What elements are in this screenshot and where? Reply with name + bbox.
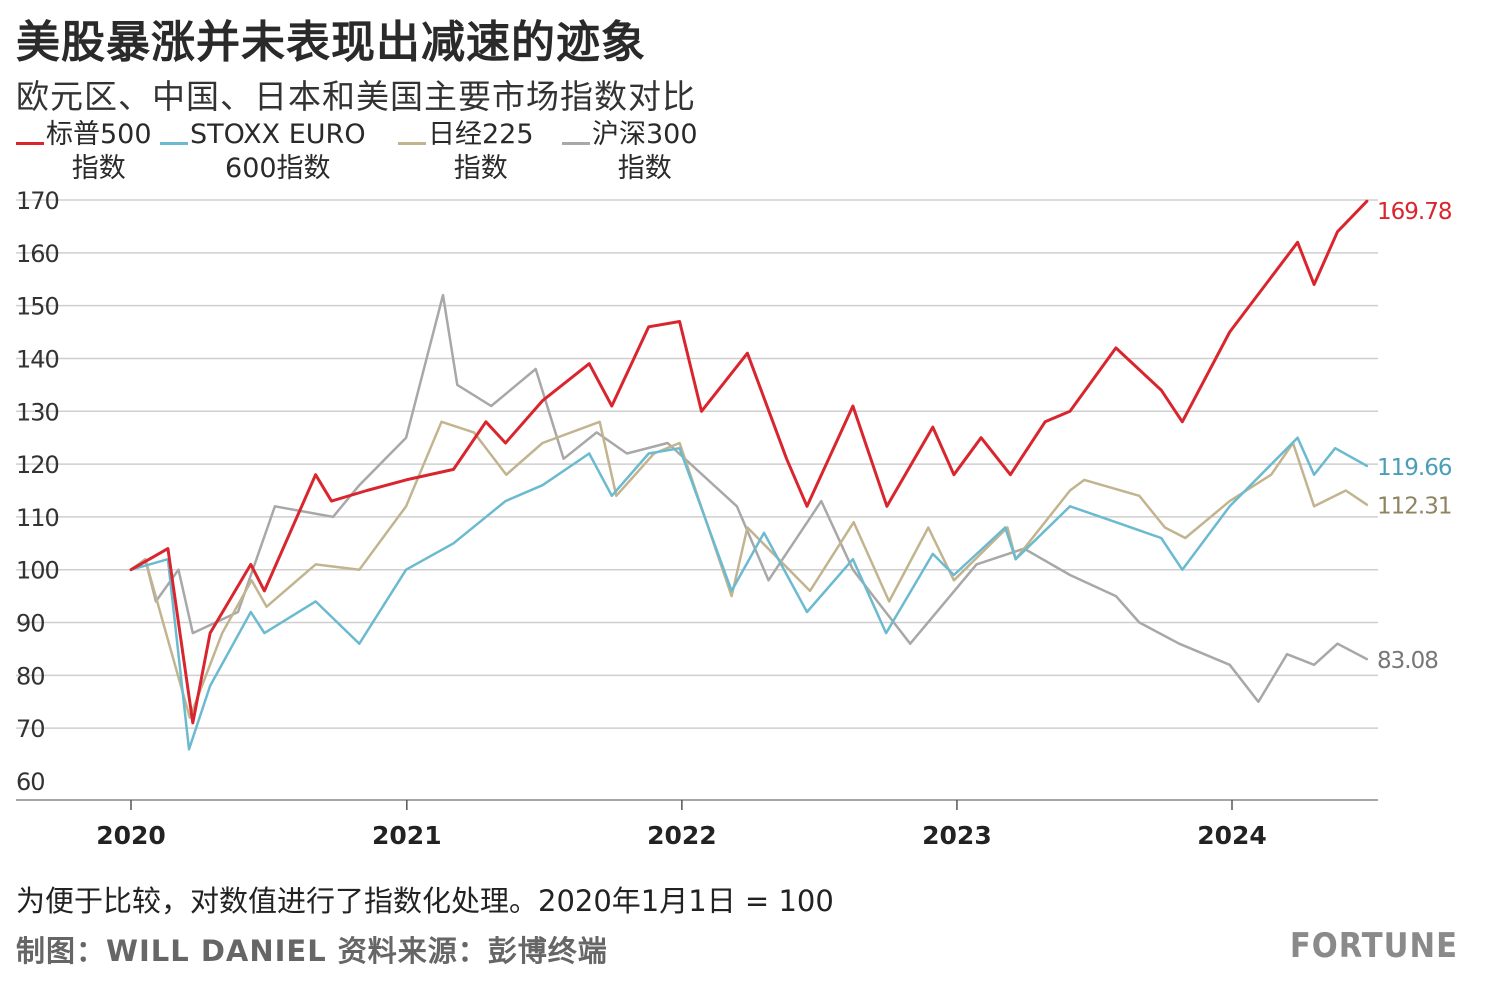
legend-swatch — [16, 142, 44, 145]
x-tick-label: 2022 — [647, 821, 717, 850]
series-end-label: 119.66 — [1377, 455, 1452, 481]
fortune-logo: FORTUNE — [1289, 926, 1458, 966]
series-line — [129, 199, 1369, 725]
legend-swatch — [562, 142, 590, 145]
y-tick-label: 170 — [16, 187, 59, 215]
legend-label: STOXX EURO — [190, 119, 366, 150]
chart-subtitle: 欧元区、中国、日本和美国主要市场指数对比 — [16, 77, 696, 116]
legend-item-csi300: 沪深300 指数 — [562, 118, 698, 186]
y-tick-label: 130 — [16, 398, 59, 426]
series-end-label: 112.31 — [1377, 494, 1451, 520]
series-line — [129, 420, 1369, 719]
y-tick-label: 160 — [16, 240, 59, 268]
y-tick-label: 150 — [16, 293, 59, 321]
x-tick-label: 2020 — [96, 821, 166, 850]
y-tick-label: 100 — [16, 557, 59, 585]
series-line — [129, 436, 1369, 751]
series-end-label: 169.78 — [1377, 199, 1452, 225]
legend-item-sp500: 标普500 指数 — [16, 118, 152, 186]
legend-label: 日经225 — [428, 119, 534, 150]
legend-swatch — [398, 142, 426, 145]
series-line — [129, 293, 1369, 704]
legend-label: 600指数 — [225, 153, 331, 184]
x-tick-label: 2024 — [1197, 821, 1267, 850]
line-chart: 170 160 150 140 130 120 110 100 90 80 70 60 2020 2021… — [16, 187, 1453, 850]
y-tick-label: 70 — [16, 715, 45, 743]
footnote: 为便于比较，对数值进行了指数化处理。2020年1月1日 = 100 — [16, 884, 834, 918]
legend-label: 指数 — [453, 153, 508, 184]
y-tick-label: 80 — [16, 662, 45, 690]
chart-title: 美股暴涨并未表现出减速的迹象 — [16, 17, 646, 68]
x-tick-label: 2021 — [372, 821, 442, 850]
y-tick-label: 90 — [16, 610, 45, 638]
x-tick-label: 2023 — [922, 821, 992, 850]
credit-line: 制图：WILL DANIEL 资料来源：彭博终端 — [16, 934, 608, 968]
legend-item-stoxx600: STOXX EURO 600指数 — [160, 118, 366, 186]
legend: 标普500 指数 STOXX EURO 600指数 日经225 指数 沪深300 指数 — [0, 118, 760, 188]
y-tick-label: 120 — [16, 451, 59, 479]
y-tick-label: 140 — [16, 345, 59, 373]
y-tick-label: 60 — [16, 768, 45, 796]
series-end-label: 83.08 — [1377, 648, 1438, 674]
legend-swatch — [160, 142, 188, 145]
legend-label: 指数 — [71, 153, 126, 184]
legend-label: 标普500 — [46, 119, 152, 150]
legend-label: 指数 — [617, 153, 672, 184]
legend-item-nikkei225: 日经225 指数 — [398, 118, 534, 186]
y-tick-label: 110 — [16, 504, 59, 532]
legend-label: 沪深300 — [592, 119, 698, 150]
